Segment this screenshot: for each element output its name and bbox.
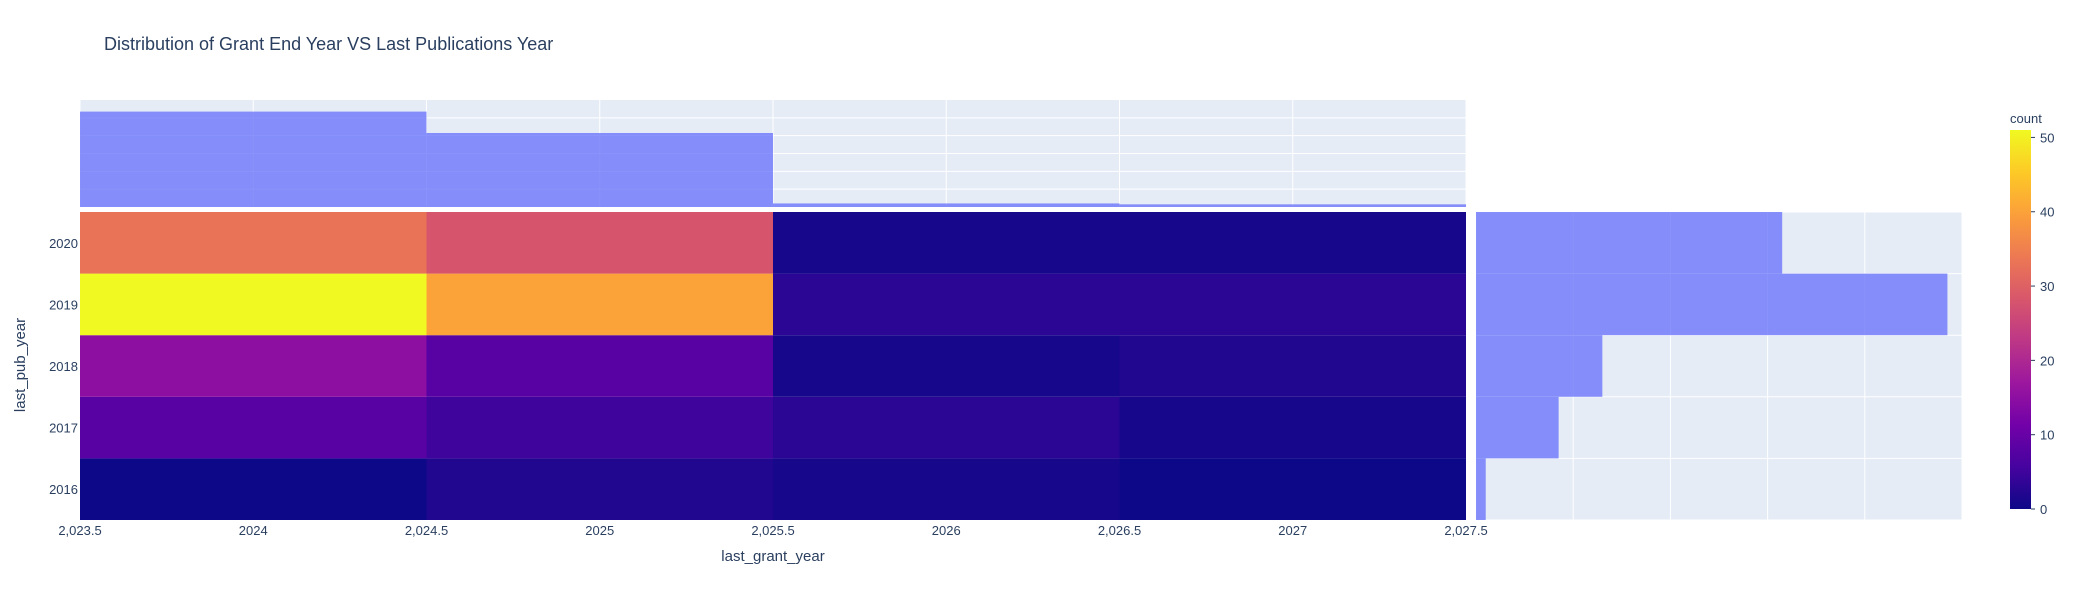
- x-tick-label: 2,027.5: [1444, 523, 1487, 538]
- colorbar-title: count: [2010, 111, 2042, 126]
- heatmap-cell-2018-2027: [1119, 335, 1466, 397]
- colorbar-tick-label: 20: [2040, 353, 2054, 368]
- marginal-x-histogram: [79, 100, 1467, 207]
- heatmap-cell-2016-2024: [80, 458, 427, 520]
- heatmap-cell-2020-2025: [426, 212, 773, 274]
- heatmap-cell-2020-2024: [80, 212, 427, 274]
- x-tick-label: 2026: [932, 523, 961, 538]
- y-tick-label: 2019: [49, 297, 78, 312]
- x-tick-label: 2,026.5: [1098, 523, 1141, 538]
- heatmap-cell-2018-2024: [80, 335, 427, 397]
- marginal-y-histogram: [1475, 211, 1963, 521]
- chart-title: Distribution of Grant End Year VS Last P…: [104, 34, 553, 54]
- colorbar-tick-label: 30: [2040, 279, 2054, 294]
- colorbar-tick-label: 50: [2040, 130, 2054, 145]
- colorbar-tick-label: 0: [2040, 502, 2047, 517]
- heatmap-cell-2017-2025: [426, 396, 773, 459]
- x-axis-title: last_grant_year: [721, 548, 824, 565]
- x-tick-label: 2,024.5: [405, 523, 448, 538]
- x-tick-label: 2,025.5: [751, 523, 794, 538]
- marginal-y-bar-2016: [1476, 458, 1486, 520]
- heatmap-cell-2019-2026: [773, 273, 1120, 336]
- heatmap-cell-2019-2025: [426, 273, 773, 336]
- x-tick-label: 2,023.5: [58, 523, 101, 538]
- x-tick-label: 2024: [239, 523, 268, 538]
- heatmap-cell-2016-2027: [1119, 458, 1466, 520]
- marginal-x-bar-2024: [80, 111, 427, 207]
- y-tick-label: 2018: [49, 359, 78, 374]
- y-tick-label: 2017: [49, 421, 78, 436]
- y-tick-label: 2020: [49, 236, 78, 251]
- heatmap-cell-2017-2026: [773, 396, 1120, 459]
- colorbar-tick-label: 40: [2040, 205, 2054, 220]
- heatmap-area: 2,023.5 2024 2,024.5 2025 2,025.5 2026 2,026.5…: [49, 212, 1488, 538]
- marginal-y-bar-2019: [1476, 273, 1948, 336]
- x-tick-label: 2027: [1278, 523, 1307, 538]
- marginal-x-bar-2026: [773, 203, 1120, 207]
- heatmap-cell-2018-2026: [773, 335, 1120, 397]
- heatmap-cell-2020-2027: [1119, 212, 1466, 274]
- marginal-x-bar-2025: [426, 132, 773, 207]
- heatmap-cell-2018-2025: [426, 335, 773, 397]
- colorbar-tick-label: 10: [2040, 428, 2054, 443]
- heatmap-cell-2016-2025: [426, 458, 773, 520]
- y-axis-title: last_pub_year: [12, 318, 29, 412]
- heatmap-cell-2020-2026: [773, 212, 1120, 274]
- marginal-y-bar-2020: [1476, 212, 1783, 274]
- heatmap-cell-2016-2026: [773, 458, 1120, 520]
- y-tick-label: 2016: [49, 482, 78, 497]
- marginal-x-bar-2027: [1119, 204, 1466, 207]
- x-tick-label: 2025: [585, 523, 614, 538]
- heatmap-cell-2017-2027: [1119, 396, 1466, 459]
- colorbar: 0 10 20 30 40 50: [2010, 130, 2054, 517]
- heatmap-cell-2019-2024: [80, 273, 427, 336]
- marginal-y-bar-2018: [1476, 335, 1603, 397]
- marginal-y-bar-2017: [1476, 396, 1559, 459]
- colorbar-bar: [2010, 130, 2031, 509]
- heatmap-cell-2019-2027: [1119, 273, 1466, 336]
- heatmap-cell-2017-2024: [80, 396, 427, 459]
